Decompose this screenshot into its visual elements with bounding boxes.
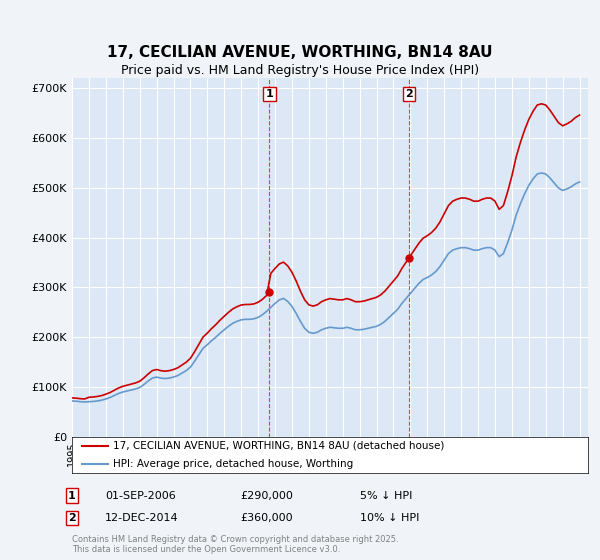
Text: 12-DEC-2014: 12-DEC-2014 [105, 513, 179, 523]
Text: 2: 2 [68, 513, 76, 523]
Text: 10% ↓ HPI: 10% ↓ HPI [360, 513, 419, 523]
Text: 1: 1 [266, 89, 274, 99]
Text: 5% ↓ HPI: 5% ↓ HPI [360, 491, 412, 501]
Text: 1: 1 [68, 491, 76, 501]
Text: Price paid vs. HM Land Registry's House Price Index (HPI): Price paid vs. HM Land Registry's House … [121, 64, 479, 77]
Text: 17, CECILIAN AVENUE, WORTHING, BN14 8AU: 17, CECILIAN AVENUE, WORTHING, BN14 8AU [107, 45, 493, 60]
Text: Contains HM Land Registry data © Crown copyright and database right 2025.
This d: Contains HM Land Registry data © Crown c… [72, 535, 398, 554]
Text: 2: 2 [406, 89, 413, 99]
Text: 17, CECILIAN AVENUE, WORTHING, BN14 8AU (detached house): 17, CECILIAN AVENUE, WORTHING, BN14 8AU … [113, 441, 445, 451]
Text: HPI: Average price, detached house, Worthing: HPI: Average price, detached house, Wort… [113, 459, 353, 469]
Text: 01-SEP-2006: 01-SEP-2006 [105, 491, 176, 501]
Text: £290,000: £290,000 [240, 491, 293, 501]
Text: £360,000: £360,000 [240, 513, 293, 523]
